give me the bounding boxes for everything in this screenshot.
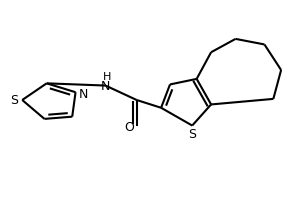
Text: S: S xyxy=(11,94,18,106)
Text: N: N xyxy=(101,80,110,93)
Text: N: N xyxy=(79,88,88,101)
Text: H: H xyxy=(103,72,111,82)
Text: S: S xyxy=(188,128,196,141)
Text: O: O xyxy=(124,121,134,134)
